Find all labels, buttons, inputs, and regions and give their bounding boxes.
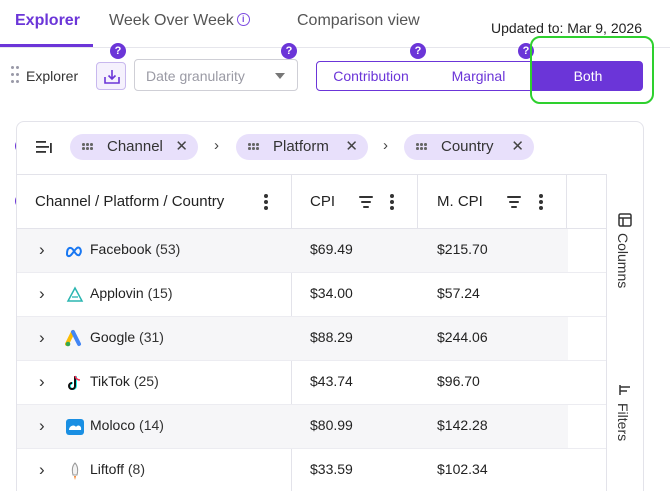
column-menu-icon[interactable] [264, 194, 268, 210]
applovin-icon [66, 286, 84, 302]
filters-icon [619, 385, 630, 395]
export-button[interactable] [96, 62, 126, 90]
column-header-cpi[interactable]: CPI [310, 193, 336, 210]
drag-handle-icon[interactable] [248, 143, 260, 151]
table-row[interactable]: › Google (31) $88.29 $244.06 [17, 317, 606, 361]
channel-name: Google [90, 329, 136, 345]
tiktok-icon [68, 375, 81, 390]
table-header-border [17, 228, 606, 229]
cpi-value: $43.74 [310, 373, 353, 389]
column-divider [417, 174, 418, 228]
channel-name: Facebook [90, 241, 152, 257]
filters-panel-toggle[interactable]: Filters [615, 403, 631, 442]
cpi-value: $88.29 [310, 329, 353, 345]
mcpi-value: $244.06 [437, 329, 488, 345]
cpi-value: $80.99 [310, 417, 353, 433]
help-icon[interactable]: ? [410, 43, 426, 59]
group-chip-platform[interactable]: Platform ✕ [236, 134, 368, 160]
group-by-icon [36, 141, 52, 153]
contribution-button[interactable]: Contribution [316, 61, 426, 91]
channel-name: Liftoff [90, 461, 124, 477]
cpi-value: $33.59 [310, 461, 353, 477]
cpi-value: $69.49 [310, 241, 353, 257]
group-chip-country[interactable]: Country ✕ [404, 134, 534, 160]
column-divider [566, 174, 567, 228]
drag-handle-icon[interactable] [11, 66, 19, 84]
group-chip-channel[interactable]: Channel ✕ [70, 134, 198, 160]
expand-icon[interactable]: › [39, 372, 45, 391]
column-header-mcpi[interactable]: M. CPI [437, 193, 483, 210]
row-count: (8) [127, 461, 146, 477]
date-granularity-placeholder: Date granularity [146, 68, 245, 84]
moloco-icon [66, 419, 84, 435]
expand-icon[interactable]: › [39, 240, 45, 259]
expand-icon[interactable]: › [39, 416, 45, 435]
updated-date: Updated to: Mar 9, 2026 [491, 20, 642, 36]
table-row[interactable]: › Facebook (53) $69.49 $215.70 [17, 229, 606, 273]
filter-icon[interactable] [359, 196, 373, 208]
meta-icon [65, 246, 82, 258]
mcpi-value: $102.34 [437, 461, 488, 477]
liftoff-icon [71, 462, 79, 480]
close-icon[interactable]: ✕ [175, 138, 188, 155]
mcpi-value: $142.28 [437, 417, 488, 433]
row-count: (53) [155, 241, 181, 257]
tabs-divider [0, 47, 670, 48]
column-menu-icon[interactable] [539, 194, 543, 210]
mcpi-value: $215.70 [437, 241, 488, 257]
expand-icon[interactable]: › [39, 460, 45, 479]
download-icon [104, 70, 120, 84]
side-panel-divider [606, 174, 607, 491]
chevron-right-icon: › [383, 137, 388, 154]
info-icon[interactable]: i [236, 13, 250, 26]
column-header-dimension[interactable]: Channel / Platform / Country [35, 193, 225, 210]
row-count: (14) [139, 417, 164, 433]
tab-explorer[interactable]: Explorer [15, 12, 80, 29]
selection-highlight [530, 36, 654, 104]
table-header-top-border [17, 174, 606, 175]
chip-label: Platform [273, 138, 329, 155]
tab-week-over-week[interactable]: Week Over Week i [109, 12, 250, 30]
google-ads-icon [65, 330, 81, 347]
tab-comparison-view[interactable]: Comparison view [297, 12, 420, 29]
expand-icon[interactable]: › [39, 284, 45, 303]
column-menu-icon[interactable] [390, 194, 394, 210]
table-row[interactable]: › Applovin (15) $34.00 $57.24 [17, 273, 606, 317]
channel-name: TikTok [90, 373, 130, 389]
table-row[interactable]: › TikTok (25) $43.74 $96.70 [17, 361, 606, 405]
both-button[interactable]: Both [533, 61, 643, 91]
channel-name: Applovin [90, 285, 144, 301]
help-icon[interactable]: ? [281, 43, 297, 59]
cpi-value: $34.00 [310, 285, 353, 301]
drag-handle-icon[interactable] [416, 143, 428, 151]
help-icon[interactable]: ? [110, 43, 126, 59]
row-count: (15) [147, 285, 173, 301]
chip-label: Channel [107, 138, 163, 155]
channel-name: Moloco [90, 417, 136, 433]
chevron-right-icon: › [214, 137, 219, 154]
row-count: (25) [133, 373, 159, 389]
chevron-down-icon [275, 73, 285, 79]
table-row[interactable]: › Moloco (14) $80.99 $142.28 [17, 405, 606, 449]
columns-panel-toggle[interactable]: Columns [615, 233, 631, 289]
date-granularity-select[interactable]: Date granularity [134, 59, 298, 91]
marginal-button[interactable]: Marginal [425, 61, 533, 91]
close-icon[interactable]: ✕ [345, 138, 358, 155]
active-tab-indicator [0, 44, 93, 47]
tab-week-over-week-label: Week Over Week [109, 12, 234, 29]
drag-handle-icon[interactable] [82, 143, 94, 151]
expand-icon[interactable]: › [39, 328, 45, 347]
close-icon[interactable]: ✕ [511, 138, 524, 155]
mcpi-value: $96.70 [437, 373, 480, 389]
filter-icon[interactable] [507, 196, 521, 208]
chip-label: Country [441, 138, 494, 155]
mcpi-value: $57.24 [437, 285, 480, 301]
table-row[interactable]: › Liftoff (8) $33.59 $102.34 [17, 449, 606, 491]
columns-icon [618, 213, 632, 227]
row-count: (31) [139, 329, 164, 345]
explorer-label: Explorer [26, 68, 79, 84]
